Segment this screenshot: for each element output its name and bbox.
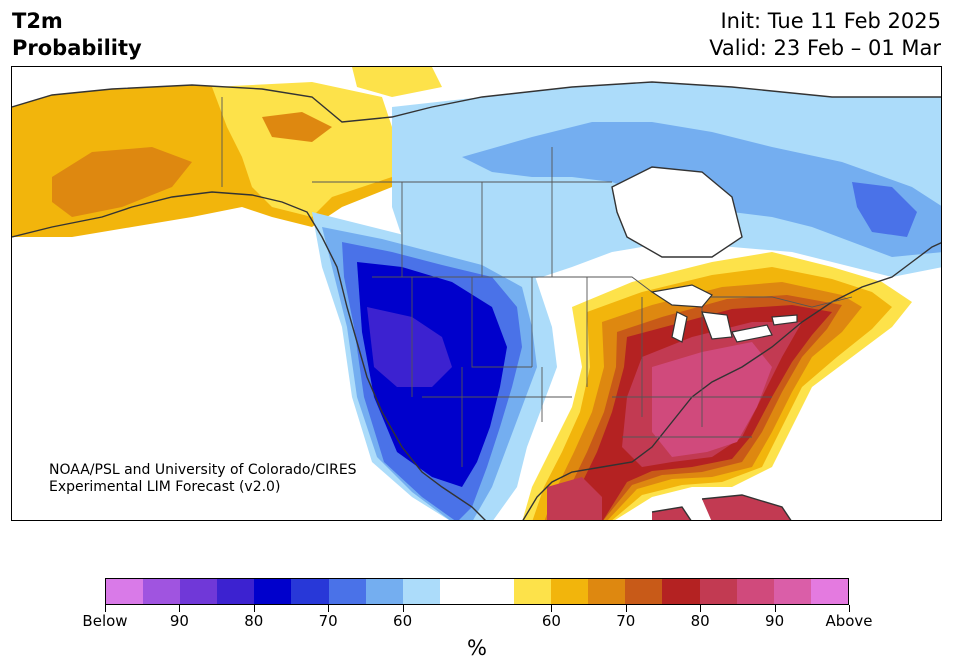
colorbar-tick (551, 605, 553, 612)
colorbar-swatch (402, 579, 440, 604)
labrador-blue-core (852, 182, 917, 237)
alaska-yellow-region (212, 82, 392, 217)
valid-date-range: Valid: 23 Feb – 01 Mar (709, 36, 941, 60)
colorbar-tick (328, 605, 330, 612)
colorbar-swatch (180, 579, 218, 604)
colorbar-tick (849, 605, 850, 612)
colorbar-tick-label: 90 (169, 612, 189, 630)
colorbar (105, 578, 849, 605)
coastlines (12, 81, 941, 520)
hispaniola-crimson (652, 507, 691, 520)
credit-line-1: NOAA/PSL and University of Colorado/CIRE… (49, 462, 357, 478)
map-title: T2m Probability (12, 8, 142, 62)
colorbar-swatch (365, 579, 403, 604)
gulf-crimson (547, 477, 602, 520)
colorbar-tick (700, 605, 702, 612)
colorbar-swatch (106, 579, 144, 604)
map-svg (12, 67, 941, 520)
colorbar-tick (105, 605, 106, 612)
colorbar-swatch (143, 579, 181, 604)
title-line-2: Probability (12, 36, 142, 60)
colorbar-swatch (254, 579, 292, 604)
colorbar-tick-label: Below (82, 612, 128, 630)
alaska-orange-core (52, 147, 192, 217)
colorbar-swatch (810, 579, 848, 604)
colorbar-swatch (588, 579, 626, 604)
colorbar-tick-label: 70 (616, 612, 636, 630)
colorbar-tick-label: 80 (690, 612, 710, 630)
colorbar-tick (402, 605, 404, 612)
colorbar-swatch (291, 579, 329, 604)
init-date: Init: Tue 11 Feb 2025 (720, 9, 941, 33)
cuba-red (702, 495, 791, 520)
forecast-dates: Init: Tue 11 Feb 2025 Valid: 23 Feb – 01… (709, 8, 941, 62)
colorbar-tick-label: 80 (244, 612, 264, 630)
colorbar-swatch (699, 579, 737, 604)
colorbar-tick-label: 70 (318, 612, 338, 630)
probability-map (11, 66, 942, 521)
colorbar-swatch (476, 579, 515, 604)
hudson-bay-white (612, 167, 742, 257)
colorbar-swatch (551, 579, 589, 604)
colorbar-swatch (773, 579, 811, 604)
colorbar-unit: % (467, 636, 487, 660)
arctic-yellow-strip (352, 67, 442, 97)
colorbar-swatch (625, 579, 663, 604)
colorbar-swatch (439, 579, 477, 604)
colorbar-swatch (328, 579, 366, 604)
colorbar-tick (253, 605, 255, 612)
colorbar-tick-label: 60 (541, 612, 561, 630)
great-lakes (650, 284, 798, 343)
credit-line-2: Experimental LIM Forecast (v2.0) (49, 479, 281, 495)
southeast-magenta (652, 342, 772, 457)
colorbar-tick-label: 90 (765, 612, 785, 630)
yukon-orange-spot (262, 112, 332, 142)
colorbar-tick (625, 605, 627, 612)
colorbar-tick-label: 60 (393, 612, 413, 630)
colorbar-swatch (514, 579, 552, 604)
colorbar-tick (774, 605, 776, 612)
west-deep-blue-core (367, 307, 452, 387)
colorbar-tick-label: Above (825, 612, 873, 630)
colorbar-swatch (217, 579, 255, 604)
colorbar-swatch (736, 579, 774, 604)
colorbar-tick (179, 605, 181, 612)
colorbar-swatch (662, 579, 700, 604)
title-line-1: T2m (12, 9, 63, 33)
credit-text: NOAA/PSL and University of Colorado/CIRE… (49, 462, 357, 496)
political-borders (221, 97, 853, 467)
